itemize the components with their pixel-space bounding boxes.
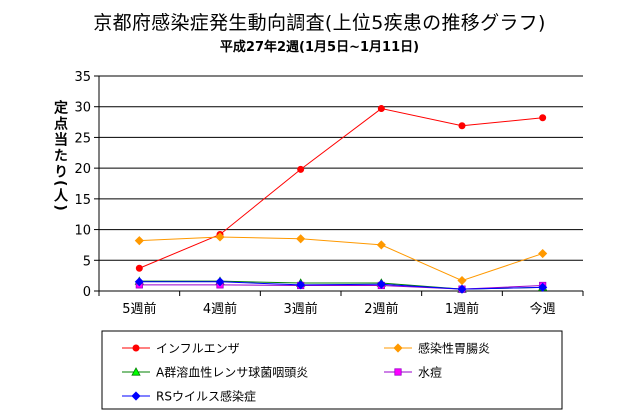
series-line [139, 281, 543, 290]
legend-label: 水痘 [418, 365, 442, 380]
data-point [135, 264, 143, 272]
data-point [296, 234, 306, 244]
legend-marker [394, 368, 402, 376]
legend-label: 感染性胃腸炎 [418, 341, 490, 356]
series-line [139, 108, 543, 269]
data-point [134, 277, 144, 287]
y-axis-label: 定点当たり(人) [52, 100, 68, 213]
data-point [538, 248, 548, 259]
y-tick-label: 5 [83, 254, 91, 269]
legend-item: インフルエンザ [122, 342, 240, 356]
x-tick-label: 2週前 [364, 301, 398, 317]
data-point [457, 284, 467, 294]
series-layer [134, 105, 548, 294]
legend-label: RSウイルス感染症 [156, 389, 256, 404]
y-tick-label: 25 [74, 131, 91, 146]
legend: インフルエンザ 感染性胃腸炎 A群溶血性レンサ球菌咽頭炎 水痘 RSウイルス感染症 [101, 330, 563, 410]
data-point [215, 277, 225, 287]
data-point [457, 275, 467, 286]
legend-box [101, 330, 563, 410]
x-tick-label: 4週前 [203, 301, 237, 317]
legend-item: 水痘 [384, 365, 442, 380]
grid-lines [99, 75, 583, 261]
legend-item: 感染性胃腸炎 [384, 341, 490, 356]
data-point [296, 280, 306, 290]
x-tick-label: 今週 [530, 301, 556, 317]
series-line [139, 236, 543, 282]
data-point [377, 105, 385, 113]
data-point [376, 279, 386, 289]
y-tick-label: 30 [74, 101, 91, 116]
data-point [538, 282, 548, 292]
y-tick-label: 0 [83, 285, 91, 300]
x-tick-label: 1週前 [445, 301, 479, 317]
legend-label: A群溶血性レンサ球菌咽頭炎 [156, 365, 308, 380]
axes [94, 75, 584, 296]
data-point [539, 114, 547, 122]
data-point [134, 236, 144, 246]
series-1 [134, 232, 548, 286]
series-4 [134, 277, 548, 294]
x-tick-label: 5週前 [122, 301, 156, 317]
legend-marker [132, 344, 140, 352]
x-tick-label: 3週前 [284, 301, 318, 317]
legend-marker [131, 391, 141, 401]
y-tick-label: 20 [74, 162, 91, 177]
chart-title: 京都府感染症発生動向調査(上位5疾患の推移グラフ) [93, 12, 546, 34]
legend-marker [393, 343, 403, 353]
y-tick-label: 15 [74, 193, 91, 208]
x-tick-labels: 5週前 4週前 3週前 2週前 1週前 今週 [122, 301, 555, 317]
legend-label: インフルエンザ [156, 342, 240, 356]
legend-marker [131, 367, 141, 376]
y-tick-label: 35 [74, 70, 91, 85]
y-tick-label: 10 [74, 224, 91, 239]
series-0 [135, 105, 547, 272]
legend-item: A群溶血性レンサ球菌咽頭炎 [122, 365, 308, 380]
data-point [215, 232, 225, 242]
y-tick-labels: 0 5 10 15 20 25 30 35 [74, 70, 91, 300]
data-point [458, 122, 466, 130]
data-point [376, 240, 386, 250]
legend-item: RSウイルス感染症 [122, 389, 256, 404]
chart-subtitle: 平成27年2週(1月5日~1月11日) [219, 40, 420, 55]
data-point [297, 165, 305, 173]
